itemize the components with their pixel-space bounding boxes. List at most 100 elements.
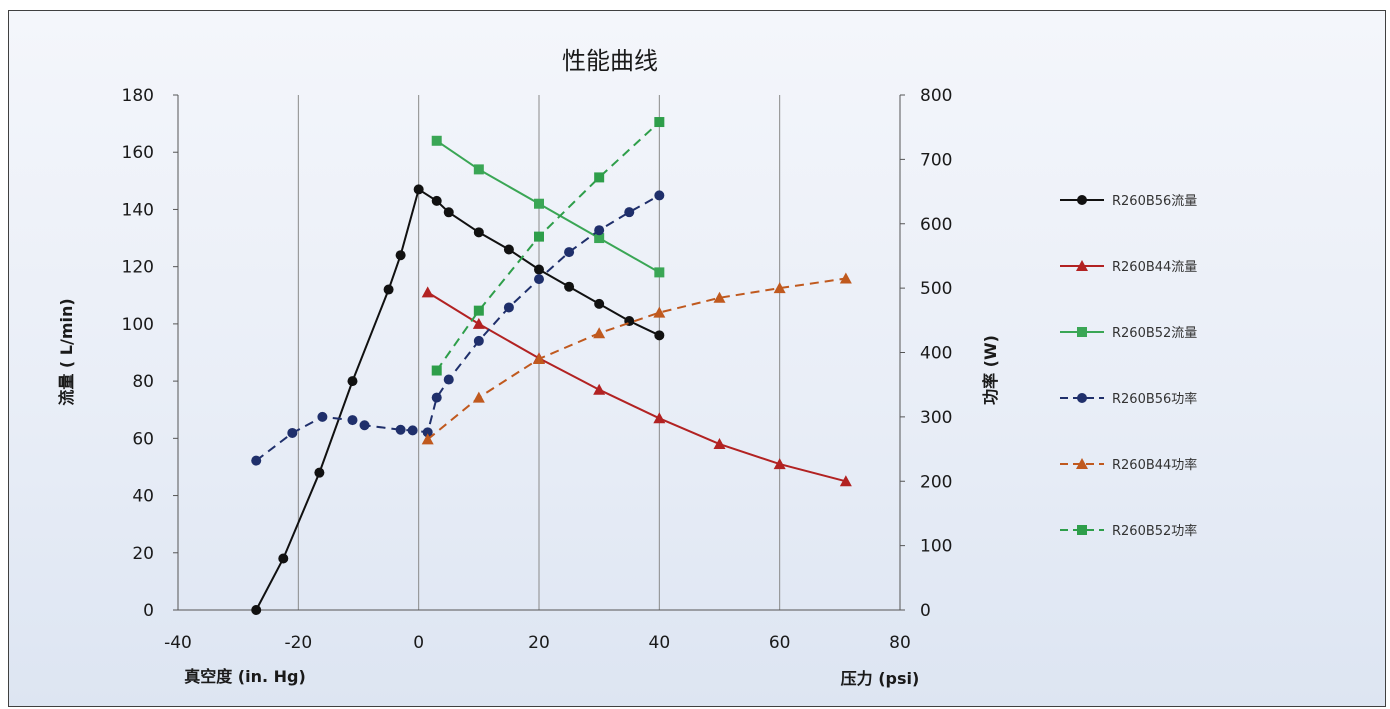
y-right-tick-label: 100	[920, 537, 952, 557]
data-point	[431, 195, 442, 206]
legend: R260B56流量 R260B44流量 R260B52流量 R260B56功率 R260…	[1060, 194, 1197, 539]
data-point	[472, 317, 485, 329]
y-left-tick-label: 40	[132, 487, 154, 507]
data-point	[347, 415, 358, 426]
data-point	[314, 467, 325, 478]
data-point	[503, 244, 514, 255]
y-left-tick-label: 20	[132, 544, 154, 564]
data-point	[1077, 195, 1087, 205]
x-tick-label: 60	[769, 633, 791, 653]
series-4	[251, 190, 665, 466]
y-left-tick-label: 60	[132, 429, 154, 449]
data-point	[773, 282, 786, 294]
data-point	[287, 427, 298, 438]
data-point	[251, 605, 262, 615]
data-point	[839, 272, 852, 284]
y-left-tick-label: 180	[122, 86, 154, 106]
data-point	[443, 207, 454, 218]
axes: -40 -20 0 20 40 60 800204060801001201401601800…	[122, 86, 953, 653]
legend-item: R260B44流量	[1060, 260, 1197, 275]
data-point	[594, 172, 605, 183]
data-point	[431, 135, 442, 146]
data-point	[503, 302, 514, 313]
y-right-tick-label: 400	[920, 344, 952, 364]
data-point	[713, 291, 726, 303]
y-axis-label-left: 流量 ( L/min)	[57, 298, 76, 405]
data-point	[594, 298, 605, 309]
data-point	[653, 412, 666, 424]
y-right-tick-label: 700	[920, 150, 952, 170]
data-point	[473, 305, 484, 316]
y-left-tick-label: 120	[122, 258, 154, 278]
data-point	[1077, 393, 1087, 403]
y-left-tick-label: 100	[122, 315, 154, 335]
data-point	[654, 117, 665, 128]
data-point	[413, 184, 424, 195]
y-right-tick-label: 800	[920, 86, 952, 106]
legend-label: R260B44功率	[1112, 457, 1197, 473]
data-point	[654, 190, 665, 201]
data-point	[473, 227, 484, 238]
data-point	[422, 427, 433, 438]
legend-label: R260B52流量	[1112, 326, 1197, 341]
y-left-tick-label: 0	[143, 601, 154, 621]
data-point	[1077, 525, 1087, 535]
series-6	[431, 117, 665, 376]
y-axis-label-right: 功率 (W)	[981, 335, 1000, 405]
legend-label: R260B56流量	[1112, 194, 1197, 209]
data-point	[431, 392, 442, 403]
y-left-tick-label: 80	[132, 372, 154, 392]
x-tick-label: 40	[649, 633, 671, 653]
data-point	[713, 438, 726, 450]
data-point	[1077, 327, 1087, 337]
legend-label: R260B56功率	[1112, 391, 1197, 407]
series-line	[435, 121, 660, 372]
series-2	[421, 286, 852, 487]
data-point	[251, 455, 262, 466]
data-point	[564, 281, 575, 292]
series-layer	[251, 117, 852, 615]
series-5	[421, 272, 852, 445]
x-tick-label: 20	[528, 633, 550, 653]
data-point	[839, 475, 852, 487]
data-point	[624, 207, 635, 218]
data-point	[317, 411, 328, 422]
legend-item: R260B52功率	[1060, 523, 1197, 539]
legend-item: R260B56功率	[1060, 391, 1197, 407]
legend-item: R260B44功率	[1060, 457, 1197, 473]
data-point	[534, 264, 544, 275]
chart-title: 性能曲线	[562, 47, 658, 75]
y-right-tick-label: 500	[920, 279, 952, 299]
data-point	[564, 247, 575, 258]
data-point	[395, 250, 406, 261]
data-point	[278, 553, 289, 564]
data-point	[473, 164, 484, 175]
x-tick-label: 0	[413, 633, 424, 653]
legend-item: R260B52流量	[1060, 326, 1197, 341]
x-tick-label: -40	[164, 633, 192, 653]
data-point	[473, 335, 484, 346]
data-point	[594, 225, 605, 236]
data-point	[443, 374, 454, 385]
y-right-tick-label: 0	[920, 601, 931, 621]
data-point	[1076, 260, 1088, 271]
x-axis-label-left: 真空度 (in. Hg)	[184, 667, 306, 686]
chart-frame	[8, 10, 1386, 707]
series-line	[427, 277, 847, 441]
data-point	[472, 391, 485, 403]
data-point	[534, 231, 544, 242]
data-point	[359, 420, 370, 431]
series-line	[436, 139, 660, 274]
data-point	[395, 424, 406, 435]
data-point	[421, 286, 434, 298]
data-point	[593, 383, 606, 395]
x-tick-label: 80	[889, 633, 911, 653]
legend-label: R260B52功率	[1112, 523, 1197, 539]
series-1	[251, 184, 665, 615]
data-point	[347, 376, 358, 387]
data-point	[431, 365, 442, 376]
y-left-tick-label: 140	[122, 200, 154, 220]
x-tick-label: -20	[284, 633, 312, 653]
data-point	[593, 327, 606, 339]
